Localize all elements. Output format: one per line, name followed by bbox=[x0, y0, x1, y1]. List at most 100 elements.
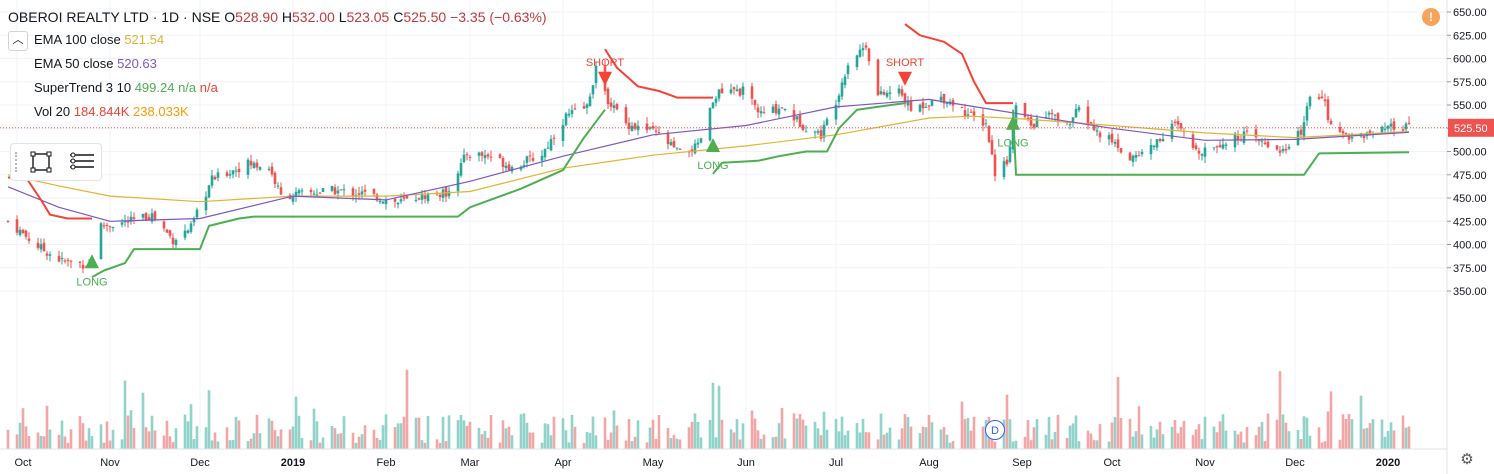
volume-bar bbox=[1035, 419, 1039, 449]
volume-bar bbox=[42, 436, 46, 449]
volume-bar bbox=[1350, 419, 1354, 449]
volume-bar bbox=[1275, 419, 1279, 449]
candle-body bbox=[1077, 107, 1081, 111]
x-tick-label: May bbox=[643, 457, 664, 469]
volume-bar bbox=[1365, 427, 1369, 449]
candle-body bbox=[753, 100, 757, 106]
volume-bar bbox=[1032, 427, 1036, 449]
volume-bar bbox=[1284, 422, 1288, 449]
volume-bar bbox=[840, 416, 844, 449]
candle-body bbox=[18, 229, 22, 236]
dividend-badge[interactable]: D bbox=[985, 420, 1005, 440]
volume-bar bbox=[813, 421, 817, 449]
volume-bar bbox=[1263, 441, 1267, 449]
candle-body bbox=[291, 196, 295, 202]
volume-bar bbox=[879, 413, 883, 449]
candle-body bbox=[360, 191, 364, 195]
indicator-row[interactable]: Vol 20 184.844K 238.033K bbox=[8, 100, 547, 124]
candle-body bbox=[1032, 123, 1036, 128]
candle-body bbox=[1305, 106, 1309, 121]
volume-bar bbox=[1407, 426, 1411, 449]
candle-body bbox=[294, 191, 298, 197]
candle-body bbox=[459, 162, 463, 176]
volume-bar bbox=[966, 418, 970, 449]
volume-bar bbox=[771, 437, 775, 449]
volume-bar bbox=[441, 416, 445, 449]
candle-body bbox=[132, 217, 136, 219]
long-arrow-icon bbox=[1006, 115, 1020, 130]
volume-bar bbox=[99, 424, 103, 449]
candle-body bbox=[864, 45, 868, 48]
candle-body bbox=[456, 173, 460, 192]
indicator-name: Vol 20 bbox=[34, 104, 74, 119]
volume-bar bbox=[804, 425, 808, 449]
candle-body bbox=[846, 65, 850, 75]
volume-bar bbox=[591, 416, 595, 449]
candle-body bbox=[312, 193, 316, 195]
volume-bar bbox=[45, 405, 49, 449]
candle-body bbox=[1113, 142, 1117, 144]
y-tick-label: 550.00 bbox=[1453, 100, 1487, 112]
alert-icon[interactable]: ! bbox=[1422, 8, 1440, 26]
ohlc-value: 523.05 bbox=[346, 9, 390, 25]
volume-bar bbox=[951, 441, 955, 449]
volume-bars bbox=[6, 369, 1411, 449]
volume-bar bbox=[972, 416, 976, 449]
volume-bar bbox=[690, 421, 694, 449]
list-settings-icon[interactable] bbox=[69, 150, 94, 174]
candle-body bbox=[417, 198, 421, 200]
volume-bar bbox=[1191, 434, 1195, 449]
volume-bar bbox=[294, 396, 298, 449]
y-tick-label: 600.00 bbox=[1453, 54, 1487, 66]
candle-body bbox=[1326, 99, 1330, 120]
volume-bar bbox=[1086, 430, 1090, 449]
volume-bar bbox=[39, 435, 43, 449]
volume-bar bbox=[570, 414, 574, 449]
toolbar-grip-icon[interactable] bbox=[15, 152, 19, 172]
rectangle-select-icon[interactable] bbox=[29, 150, 53, 174]
candle-body bbox=[729, 89, 733, 94]
candle-body bbox=[969, 111, 973, 113]
candle-body bbox=[945, 103, 949, 105]
candle-body bbox=[39, 244, 43, 250]
volume-bar bbox=[792, 413, 796, 449]
volume-bar bbox=[153, 430, 157, 449]
gear-icon[interactable]: ⚙ bbox=[1460, 451, 1474, 468]
candle-body bbox=[669, 142, 673, 146]
volume-bar bbox=[1254, 435, 1258, 449]
candle-body bbox=[504, 165, 508, 169]
candle-body bbox=[942, 93, 946, 104]
volume-bar bbox=[1341, 414, 1345, 449]
candle-body bbox=[1095, 130, 1099, 132]
candle-body bbox=[81, 264, 85, 269]
candle-body bbox=[42, 242, 46, 251]
candle-body bbox=[672, 140, 676, 148]
volume-bar bbox=[549, 435, 553, 449]
ohlc-key: L bbox=[334, 9, 347, 25]
candle-body bbox=[1026, 117, 1030, 120]
candle-body bbox=[147, 217, 151, 221]
candle-body bbox=[165, 229, 169, 233]
candle-body bbox=[45, 253, 49, 256]
candle-body bbox=[141, 213, 145, 218]
indicator-row[interactable]: EMA 100 close 521.54 bbox=[8, 28, 547, 52]
volume-bar bbox=[477, 427, 481, 449]
volume-bar bbox=[648, 427, 652, 449]
candle-body bbox=[696, 142, 700, 145]
volume-bar bbox=[924, 427, 928, 449]
volume-bar bbox=[204, 427, 208, 449]
collapse-legend-chevron-icon[interactable]: ︿ bbox=[8, 31, 28, 51]
indicator-row[interactable]: EMA 50 close 520.63 bbox=[8, 52, 547, 76]
volume-bar bbox=[1068, 425, 1072, 449]
candle-body bbox=[36, 242, 40, 248]
indicator-row[interactable]: SuperTrend 3 10 499.24 n/a n/a bbox=[8, 76, 547, 100]
candle-body bbox=[1275, 145, 1279, 150]
candle-body bbox=[162, 221, 166, 229]
volume-bar bbox=[651, 419, 655, 449]
volume-bar bbox=[588, 432, 592, 449]
indicator-name: SuperTrend 3 10 bbox=[34, 80, 135, 95]
volume-bar bbox=[897, 439, 901, 449]
volume-bar bbox=[1305, 417, 1309, 449]
volume-bar bbox=[645, 442, 649, 449]
